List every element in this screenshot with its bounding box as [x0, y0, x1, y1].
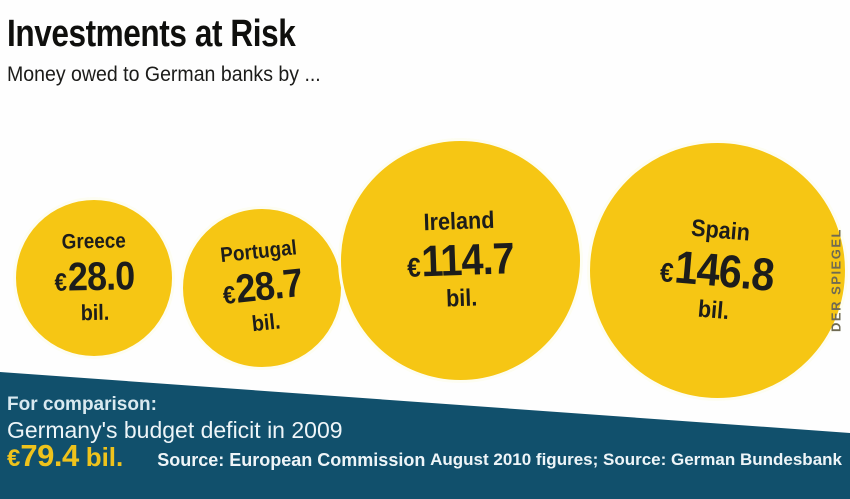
value-number: 28.0 — [67, 254, 135, 300]
unit-label: bil. — [445, 284, 478, 313]
comparison-label: For comparison: — [7, 394, 157, 415]
value-label: €146.8 — [659, 240, 777, 301]
value-number: 28.7 — [233, 260, 304, 312]
source-left: Source: European Commission — [157, 450, 426, 470]
euro-sign: € — [406, 252, 422, 283]
unit-label: bil. — [697, 294, 731, 325]
country-label: Greece — [61, 229, 126, 254]
bubble-portugal: Portugal €28.7 bil. — [180, 206, 344, 370]
comparison-description: Germany's budget deficit in 2009 — [7, 417, 343, 443]
bubble-greece: Greece €28.0 bil. — [13, 197, 175, 359]
page-title: Investments at Risk — [7, 13, 296, 55]
euro-sign: € — [7, 445, 21, 472]
bubble-spain-label: Spain €146.8 bil. — [656, 213, 778, 328]
bubble-greece-label: Greece €28.0 bil. — [53, 229, 135, 326]
unit-label: bil. — [80, 299, 110, 326]
bubble-portugal-label: Portugal €28.7 bil. — [217, 236, 306, 338]
value-label: €28.0 — [53, 254, 135, 300]
euro-sign: € — [221, 280, 237, 310]
euro-sign: € — [53, 268, 67, 297]
bubble-ireland: Ireland €114.7 bil. — [338, 138, 583, 383]
unit-label: bil. — [250, 308, 282, 337]
country-label: Ireland — [423, 206, 495, 237]
page-subtitle: Money owed to German banks by ... — [7, 63, 321, 86]
value-label: €28.7 — [220, 260, 304, 313]
comparison-unit: bil. — [85, 442, 124, 472]
value-number: 114.7 — [420, 233, 515, 287]
comparison-value-row: €79.4 bil. Source: European Commission — [7, 438, 425, 474]
comparison-value: 79.4 — [20, 438, 79, 473]
bubble-spain: Spain €146.8 bil. — [587, 140, 848, 401]
bubble-ireland-label: Ireland €114.7 bil. — [405, 207, 515, 314]
der-spiegel-watermark: DER SPIEGEL — [828, 228, 844, 332]
value-label: €114.7 — [406, 233, 515, 287]
source-right: August 2010 figures; Source: German Bund… — [430, 450, 842, 469]
value-number: 146.8 — [673, 240, 777, 301]
